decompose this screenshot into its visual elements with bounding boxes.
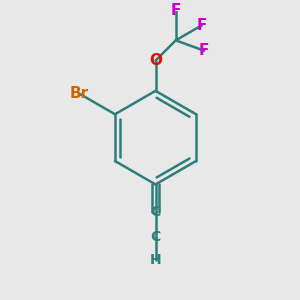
- Text: H: H: [150, 253, 161, 267]
- Text: C: C: [150, 230, 161, 244]
- Text: F: F: [197, 18, 207, 33]
- Text: Br: Br: [70, 86, 89, 101]
- Text: F: F: [170, 3, 181, 18]
- Text: O: O: [149, 53, 162, 68]
- Text: F: F: [199, 43, 209, 58]
- Text: C: C: [150, 205, 161, 219]
